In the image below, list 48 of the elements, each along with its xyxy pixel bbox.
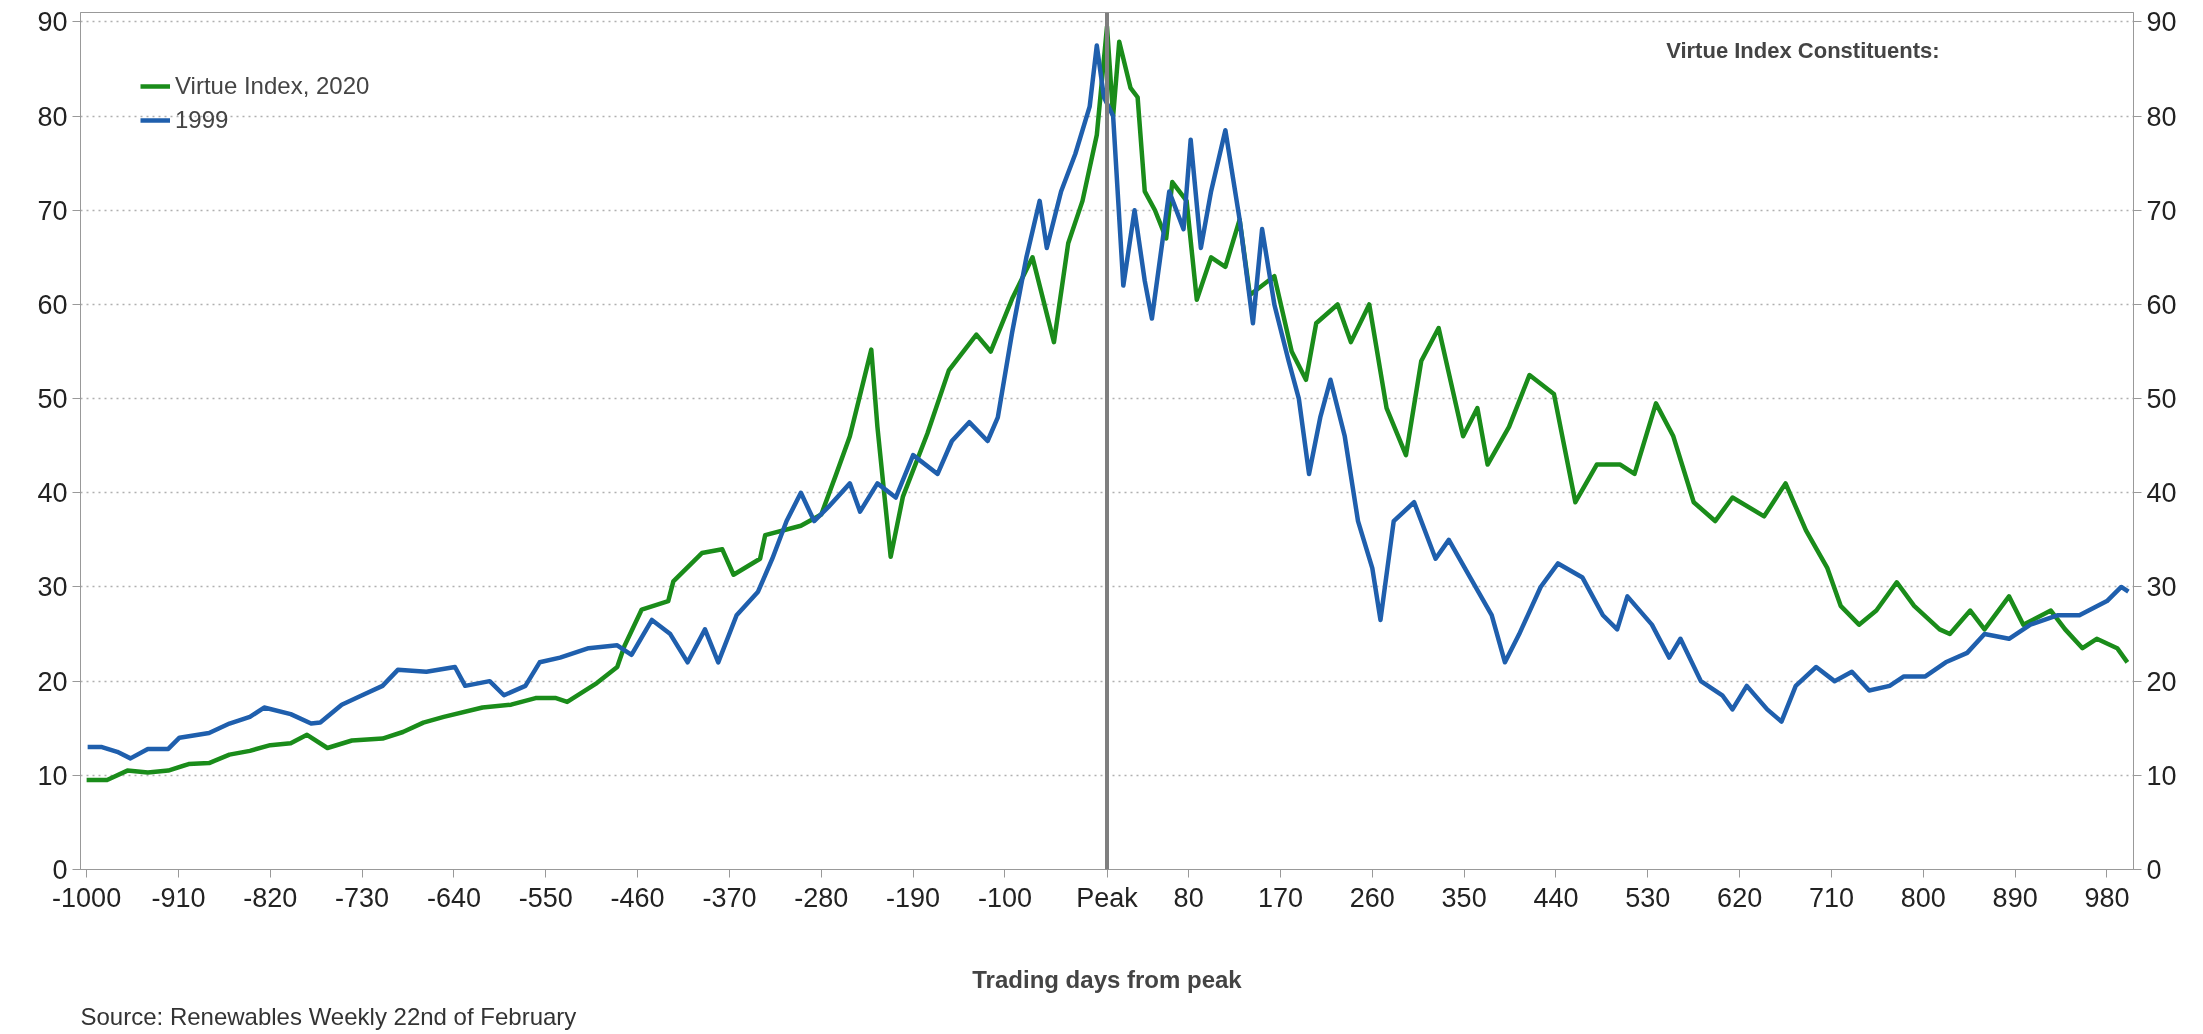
x-axis-title: Trading days from peak <box>972 965 1243 993</box>
x-tick-label: -370 <box>702 882 757 913</box>
y-tick-label: 50 <box>37 384 68 415</box>
y2-tick-label: 70 <box>2146 195 2177 226</box>
x-tick-label: 890 <box>1992 882 2038 913</box>
x-tick-label: -280 <box>794 882 849 913</box>
x-tick-label: 440 <box>1533 882 1579 913</box>
legend-label: 1999 <box>175 106 229 134</box>
y2-tick-label: 60 <box>2146 289 2177 320</box>
y-tick-label: 80 <box>37 101 68 132</box>
y2-tick-label: 10 <box>2146 760 2177 791</box>
x-tick-label: 710 <box>1808 882 1855 913</box>
y2-tick-label: 50 <box>2146 384 2177 415</box>
x-tick-label: 80 <box>1173 882 1204 913</box>
x-tick-label: -100 <box>977 882 1032 913</box>
x-tick-label: -1000 <box>52 882 122 913</box>
x-tick-label: -190 <box>886 882 941 913</box>
x-tick-label: 530 <box>1625 882 1671 913</box>
annotation: Virtue Index Constituents: <box>1666 37 1940 63</box>
y-tick-label: 0 <box>52 855 68 885</box>
y-tick-label: 60 <box>37 289 68 320</box>
legend-label: Virtue Index, 2020 <box>175 72 370 100</box>
x-tick-label: -820 <box>243 882 298 913</box>
x-tick-label: 620 <box>1717 882 1763 913</box>
x-tick-label: -730 <box>335 882 390 913</box>
x-tick-label: -640 <box>426 882 481 913</box>
y2-tick-label: 40 <box>2146 478 2177 509</box>
y-tick-label: 40 <box>37 478 68 509</box>
x-tick-label: 260 <box>1349 882 1395 913</box>
y-tick-label: 10 <box>37 760 68 791</box>
x-tick-label: 800 <box>1900 882 1946 913</box>
y-tick-label: 20 <box>37 666 68 697</box>
y-tick-label: 70 <box>37 195 68 226</box>
y2-tick-label: 20 <box>2146 666 2177 697</box>
x-tick-label: -460 <box>610 882 665 913</box>
x-tick-label: -910 <box>151 882 206 913</box>
x-tick-label: 980 <box>2084 882 2130 913</box>
ref-line-label: Peak <box>1076 882 1139 913</box>
y2-tick-label: 0 <box>2146 855 2162 885</box>
x-tick-label: 350 <box>1441 882 1487 913</box>
y2-tick-label: 90 <box>2146 7 2177 38</box>
y-tick-label: 90 <box>37 7 68 38</box>
y-tick-label: 30 <box>37 572 68 603</box>
y2-tick-label: 80 <box>2146 101 2177 132</box>
source-note: Source: Renewables Weekly 22nd of February <box>80 1002 577 1030</box>
y2-tick-label: 30 <box>2146 572 2177 603</box>
x-tick-label: 170 <box>1257 882 1303 913</box>
x-tick-label: -550 <box>518 882 573 913</box>
